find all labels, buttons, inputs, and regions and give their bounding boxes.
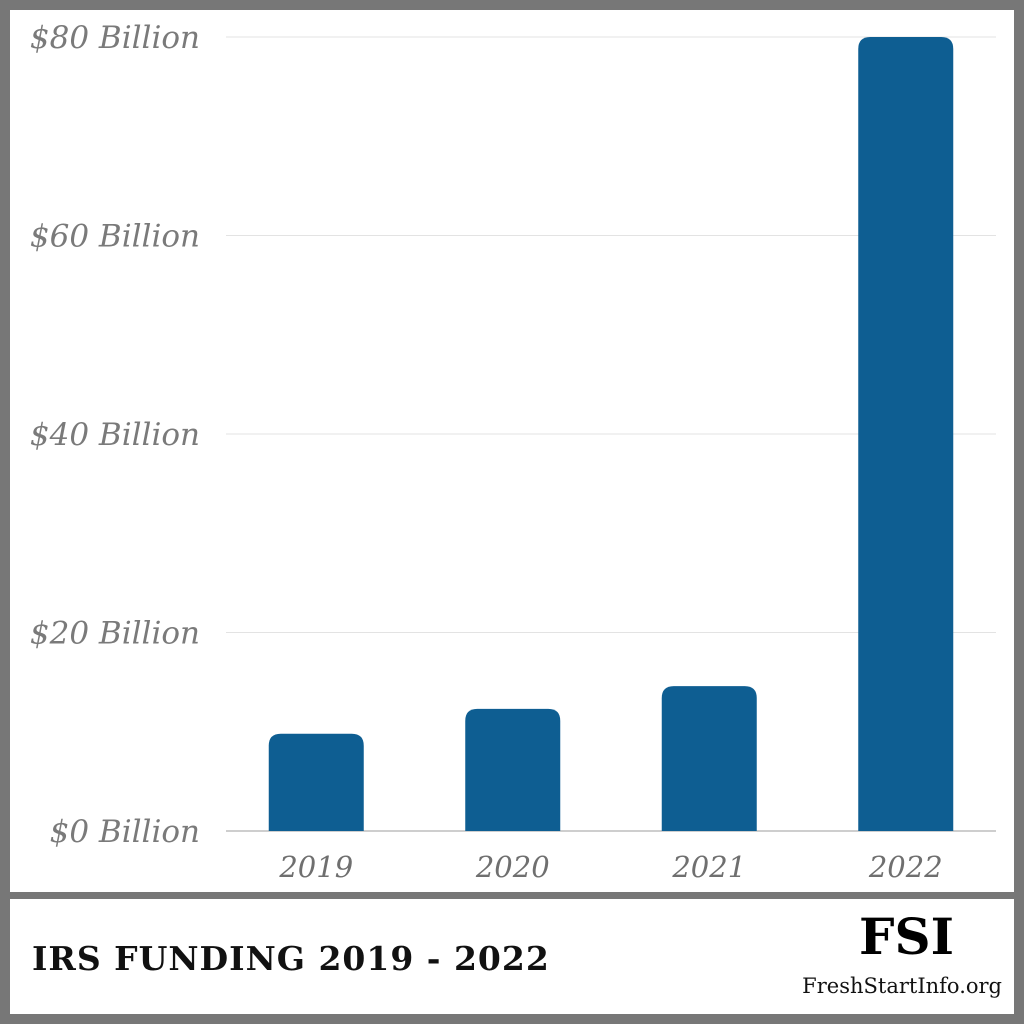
x-axis-ticks: 2019 2020 2021 2022 <box>278 850 942 884</box>
y-tick-label: $60 Billion <box>30 219 200 255</box>
bars <box>268 37 954 831</box>
brand-logo: FSI <box>859 907 954 966</box>
x-tick-label: 2022 <box>868 850 943 884</box>
bar-2020 <box>465 708 561 831</box>
bar-2022 <box>858 37 954 831</box>
y-tick-label: $0 Billion <box>50 814 200 850</box>
bar-2021 <box>661 686 757 831</box>
bar-2019 <box>268 733 364 831</box>
x-tick-label: 2021 <box>671 850 746 884</box>
y-tick-label: $80 Billion <box>30 20 200 56</box>
x-tick-label: 2019 <box>278 850 353 884</box>
chart-title: IRS FUNDING 2019 - 2022 <box>32 939 550 978</box>
y-tick-label: $40 Billion <box>30 417 200 453</box>
bar-chart: $0 Billion $20 Billion $40 Billion $60 Bill… <box>30 20 996 884</box>
x-tick-label: 2020 <box>475 850 550 884</box>
chart-panel: $0 Billion $20 Billion $40 Billion $60 Bill… <box>10 10 1014 892</box>
y-tick-label: $20 Billion <box>30 616 200 652</box>
footer-panel: IRS FUNDING 2019 - 2022 FSI FreshStartIn… <box>10 899 1014 1014</box>
brand-url: FreshStartInfo.org <box>802 974 1002 998</box>
y-axis-ticks: $0 Billion $20 Billion $40 Billion $60 Bill… <box>30 20 200 850</box>
